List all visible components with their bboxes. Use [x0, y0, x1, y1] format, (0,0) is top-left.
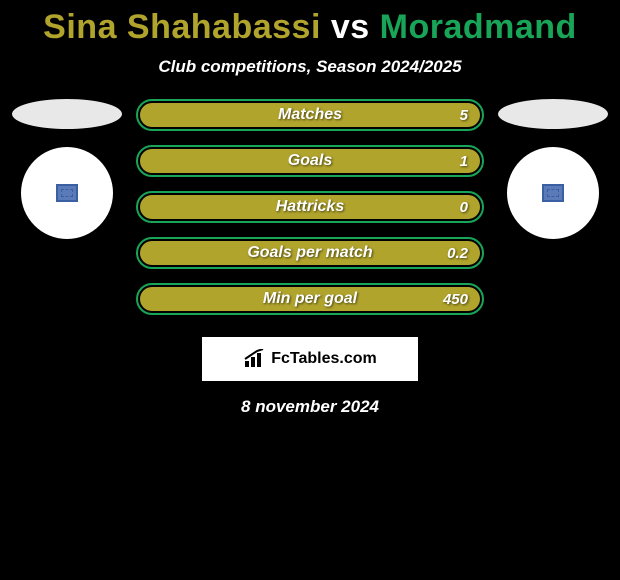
stat-bar-value: 1: [460, 147, 468, 175]
player1-avatar: [21, 147, 113, 239]
stat-bars: Matches5Goals1Hattricks0Goals per match0…: [136, 99, 484, 315]
stat-bar: Goals1: [136, 145, 484, 177]
stat-bar: Matches5: [136, 99, 484, 131]
stat-bar-label: Goals: [138, 147, 482, 175]
stat-bar-label: Matches: [138, 101, 482, 129]
comparison-main: Matches5Goals1Hattricks0Goals per match0…: [0, 99, 620, 315]
stat-bar-label: Hattricks: [138, 193, 482, 221]
stat-bar-label: Min per goal: [138, 285, 482, 313]
stat-bar: Hattricks0: [136, 191, 484, 223]
player2-ellipse: [498, 99, 608, 129]
stat-bar-value: 0.2: [447, 239, 468, 267]
page-title: Sina Shahabassi vs Moradmand: [0, 8, 620, 47]
stat-bar-value: 5: [460, 101, 468, 129]
chart-icon: [243, 349, 267, 369]
stat-bar-value: 450: [443, 285, 468, 313]
widget-root: Sina Shahabassi vs Moradmand Club compet…: [0, 0, 620, 417]
stat-bar-label: Goals per match: [138, 239, 482, 267]
title-vs: vs: [331, 8, 370, 46]
source-logo-text: FcTables.com: [271, 350, 377, 368]
player1-ellipse: [12, 99, 122, 129]
player2-side: [498, 99, 608, 239]
subtitle: Club competitions, Season 2024/2025: [0, 57, 620, 77]
stat-bar: Goals per match0.2: [136, 237, 484, 269]
date-label: 8 november 2024: [0, 397, 620, 417]
player2-avatar: [507, 147, 599, 239]
player1-side: [12, 99, 122, 239]
title-player1: Sina Shahabassi: [43, 8, 321, 46]
stat-bar: Min per goal450: [136, 283, 484, 315]
title-player2: Moradmand: [380, 8, 577, 46]
placeholder-image-icon: [542, 184, 564, 202]
source-logo-box[interactable]: FcTables.com: [202, 337, 418, 381]
placeholder-image-icon: [56, 184, 78, 202]
stat-bar-value: 0: [460, 193, 468, 221]
